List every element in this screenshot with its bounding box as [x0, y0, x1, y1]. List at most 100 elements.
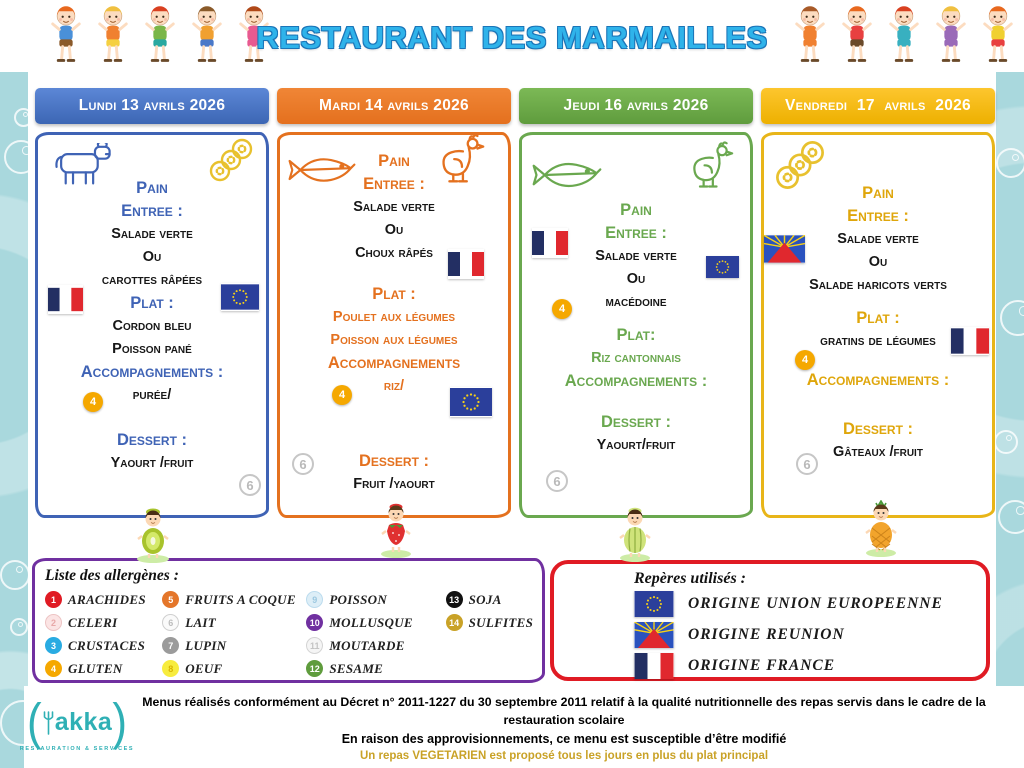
- allergen-label: FRUITS A COQUE: [185, 591, 296, 607]
- chicken-icon: [436, 134, 486, 191]
- menu-section-label: Entree :: [121, 202, 183, 220]
- flag-eu-icon: [221, 283, 259, 311]
- fish-icon: [286, 151, 358, 189]
- origin-legend-label: ORIGINE FRANCE: [688, 656, 836, 674]
- cartoon-kids-right: [788, 4, 1020, 68]
- allergen-label: SOJA: [468, 591, 502, 607]
- origin-legend-label: ORIGINE UNION EUROPEENNE: [688, 594, 943, 612]
- cartoon-kid-icon: [232, 4, 276, 66]
- background-bubble: [10, 618, 28, 636]
- allergen-item: 3 CRUSTACES: [45, 634, 162, 657]
- allergen-number-badge: 10: [306, 614, 324, 631]
- menu-column-tuesday: Mardi 14 avrils 2026 Pain Entree : Salade v…: [277, 88, 511, 518]
- flag-france-icon: [951, 327, 989, 355]
- menu-section-label: Dessert :: [842, 420, 913, 438]
- allergen-number-badge: 14: [445, 614, 463, 631]
- menu-gap: [526, 393, 746, 411]
- menu-column-friday: Vendredi 17 avrils 2026 Pain Entree : Salad…: [761, 88, 995, 518]
- allergen-label: ARACHIDES: [68, 591, 146, 607]
- footer-vegetarian-line: Un repas VEGETARIEN est proposé tous les…: [359, 749, 769, 762]
- allergen-number-badge: 13: [445, 591, 463, 608]
- menu-card-thursday: Pain Entree : Salade verte Ou macédoine Plat:…: [519, 132, 753, 518]
- allergen-4-badge: 4: [332, 385, 352, 405]
- origin-legend-box: Repères utilisés : ORIGINE UNION EUROPEE…: [550, 560, 990, 681]
- menu-section-label: Accompagnements :: [80, 363, 224, 381]
- allergen-label: SESAME: [329, 660, 384, 676]
- background-bubble: [994, 430, 1018, 454]
- allergen-6-badge: 6: [796, 453, 818, 475]
- allergen-number-badge: 8: [162, 660, 180, 677]
- allergen-label: POISSON: [329, 591, 388, 607]
- cartoon-kid-icon: [976, 4, 1020, 66]
- menu-item: gratins de légumes: [820, 333, 936, 349]
- menu-section-label: Entree :: [847, 207, 909, 225]
- flag-france-icon: [48, 285, 83, 314]
- menu-column-monday: Lundi 13 avrils 2026 Pain Entree : Salade v…: [35, 88, 269, 518]
- allergen-item: 14 SULFITES: [445, 611, 534, 634]
- kiwi-kid-icon: [130, 506, 176, 564]
- allergen-4-badge: 4: [83, 392, 103, 412]
- flag-france-icon: [448, 249, 484, 279]
- allergen-label: SULFITES: [468, 614, 534, 630]
- allergen-label: LUPIN: [185, 637, 227, 653]
- allergen-item: 7 LUPIN: [162, 634, 306, 657]
- allergen-list-title: Liste des allergènes :: [45, 567, 179, 584]
- allergen-number-badge: 7: [162, 637, 180, 654]
- menu-section-label: Accompagnements: [327, 354, 461, 372]
- menu-item: macédoine: [605, 294, 667, 310]
- menu-item: Gâteaux /fruit: [833, 444, 923, 460]
- cartoon-kid-icon: [185, 4, 229, 66]
- menu-item: Salade verte: [837, 231, 919, 247]
- allergen-item: 8 OEUF: [162, 657, 306, 680]
- peanut-icon: [774, 139, 826, 191]
- menu-section-label: Plat:: [616, 326, 656, 344]
- allergen-columns: 1 ARACHIDES 2 CELERI 3 CRUSTACES 4 GLUTEN 5 FRUIT…: [45, 588, 534, 680]
- menu-card-monday: Pain Entree : Salade verte Ou carottes râpée…: [35, 132, 269, 518]
- flag-france-icon: [532, 228, 568, 258]
- menu-item: Salade haricots verts: [809, 277, 947, 293]
- menu-columns: Lundi 13 avrils 2026 Pain Entree : Salade v…: [35, 88, 995, 518]
- origin-legend-row: ORIGINE UNION EUROPEENNE: [634, 588, 976, 619]
- allergen-item: 5 FRUITS A COQUE: [162, 588, 306, 611]
- origin-legend-row: ORIGINE REUNION: [634, 619, 976, 650]
- menu-section-label: Dessert :: [116, 431, 187, 449]
- menu-section-label: Entree :: [605, 224, 667, 242]
- menu-item: Poulet aux légumes: [332, 309, 456, 325]
- menu-gap: [768, 297, 988, 307]
- menu-item: Salade verte: [595, 248, 677, 264]
- melon-kid-icon: [612, 505, 658, 563]
- menu-item: Riz cantonnais: [591, 350, 681, 366]
- allergen-4-badge: 4: [552, 299, 572, 319]
- allergen-label: GLUTEN: [68, 660, 123, 676]
- day-header-monday: Lundi 13 avrils 2026: [35, 88, 269, 124]
- menu-item: purée/: [132, 387, 172, 403]
- menu-gap: [42, 407, 262, 429]
- allergen-item: 6 LAIT: [162, 611, 306, 634]
- flag-france-icon: [634, 652, 674, 679]
- allergen-number-badge: 2: [45, 614, 62, 631]
- menu-item: Cordon bleu: [112, 318, 192, 334]
- allergen-column: 1 ARACHIDES 2 CELERI 3 CRUSTACES 4 GLUTEN: [45, 588, 162, 680]
- allergen-column: 9 POISSON 10 MOLLUSQUE 11 MOUTARDE 12 SESAME: [306, 588, 445, 680]
- flag-eu-icon: [706, 256, 739, 278]
- pineapple-kid-icon: [858, 499, 904, 558]
- cartoon-kids-left: [44, 4, 276, 68]
- menu-lines: Pain Entree : Salade verte Ou Salade haricot…: [768, 135, 988, 464]
- allergen-item: 13 SOJA: [445, 588, 534, 611]
- menu-section-label: Plat :: [856, 309, 900, 327]
- cartoon-kid-icon: [138, 4, 182, 66]
- menu-gap: [768, 392, 988, 418]
- allergen-label: CRUSTACES: [68, 637, 146, 653]
- allergen-item: 11 MOUTARDE: [306, 634, 445, 657]
- allergen-number-badge: 1: [45, 591, 62, 608]
- menu-item: Fruit /yaourt: [353, 476, 435, 492]
- allergen-number-badge: 11: [306, 637, 324, 654]
- allergen-item: 9 POISSON: [306, 588, 445, 611]
- allergen-item: 1 ARACHIDES: [45, 588, 162, 611]
- menu-card-tuesday: Pain Entree : Salade verte Ou Choux râpés Pla…: [277, 132, 511, 518]
- menu-section-label: Entree :: [363, 175, 425, 193]
- menu-section-label: Pain: [620, 201, 652, 219]
- allergen-column: 5 FRUITS A COQUE 6 LAIT 7 LUPIN 8 OEUF: [162, 588, 306, 680]
- background-bubble: [998, 500, 1024, 534]
